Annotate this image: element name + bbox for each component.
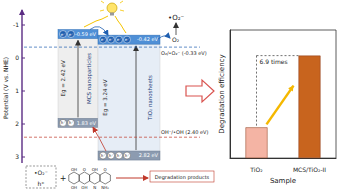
svg-text:TiO₂ nanosheets: TiO₂ nanosheets xyxy=(147,75,153,121)
svg-text:h⁺: h⁺ xyxy=(38,180,45,187)
svg-text:MCS/TiO₂-II: MCS/TiO₂-II xyxy=(293,166,326,173)
svg-text:-0.42 eV: -0.42 eV xyxy=(137,36,159,42)
svg-text:O₂/•O₂⁻ (-0.33 eV): O₂/•O₂⁻ (-0.33 eV) xyxy=(161,50,207,56)
svg-text:3: 3 xyxy=(15,153,19,160)
svg-text:Eg = 2.42 eV: Eg = 2.42 eV xyxy=(60,60,67,96)
svg-text:Sample: Sample xyxy=(270,177,296,185)
svg-text:•O₂⁻: •O₂⁻ xyxy=(34,169,48,176)
svg-text:2.82 eV: 2.82 eV xyxy=(139,152,159,158)
svg-text:h⁺: h⁺ xyxy=(101,153,106,158)
svg-text:•O₂⁻: •O₂⁻ xyxy=(168,14,184,22)
svg-text:h⁺: h⁺ xyxy=(69,120,74,125)
svg-text:e⁻: e⁻ xyxy=(117,37,122,42)
svg-text:h⁺: h⁺ xyxy=(61,120,66,125)
svg-text:OH⁻/•OH (2.40 eV): OH⁻/•OH (2.40 eV) xyxy=(161,129,208,135)
svg-text:Degradation efficiency: Degradation efficiency xyxy=(218,54,226,133)
svg-text:h⁺: h⁺ xyxy=(117,153,122,158)
svg-text:e⁻: e⁻ xyxy=(61,32,66,37)
svg-text:N: N xyxy=(93,185,96,189)
svg-text:Eg = 3.24 eV: Eg = 3.24 eV xyxy=(102,79,109,115)
svg-text:e⁻: e⁻ xyxy=(109,37,114,42)
svg-text:O₂: O₂ xyxy=(172,36,180,43)
svg-text:OH: OH xyxy=(71,167,77,172)
svg-text:O: O xyxy=(83,167,86,172)
svg-text:6.9 times: 6.9 times xyxy=(260,58,288,65)
svg-text:Degradation products: Degradation products xyxy=(155,174,210,181)
svg-text:2: 2 xyxy=(15,120,19,127)
svg-text:O: O xyxy=(104,167,107,172)
svg-text:MCS nanoparticles: MCS nanoparticles xyxy=(86,53,93,104)
svg-text:1: 1 xyxy=(15,87,19,94)
svg-text:e⁻: e⁻ xyxy=(125,37,130,42)
svg-text:OH: OH xyxy=(92,167,98,172)
svg-text:h⁺: h⁺ xyxy=(125,153,130,158)
svg-text:-1: -1 xyxy=(13,21,19,28)
svg-text:-0.59 eV: -0.59 eV xyxy=(75,31,97,37)
svg-text:TiO₂: TiO₂ xyxy=(249,166,263,173)
svg-text:OH: OH xyxy=(81,185,87,189)
svg-text:NH₂: NH₂ xyxy=(101,185,109,189)
svg-text:1.83 eV: 1.83 eV xyxy=(77,120,97,126)
svg-text:e⁻: e⁻ xyxy=(101,37,106,42)
svg-text:e⁻: e⁻ xyxy=(69,32,74,37)
svg-text:+: + xyxy=(60,174,67,183)
svg-text:h⁺: h⁺ xyxy=(109,153,114,158)
svg-text:OH: OH xyxy=(71,185,77,189)
svg-text:0: 0 xyxy=(15,54,19,61)
svg-text:Potential (V vs. NHE): Potential (V vs. NHE) xyxy=(2,57,9,119)
